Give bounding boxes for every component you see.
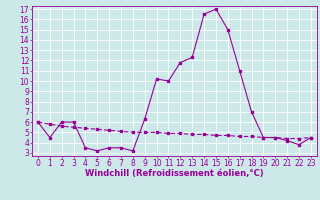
- X-axis label: Windchill (Refroidissement éolien,°C): Windchill (Refroidissement éolien,°C): [85, 169, 264, 178]
